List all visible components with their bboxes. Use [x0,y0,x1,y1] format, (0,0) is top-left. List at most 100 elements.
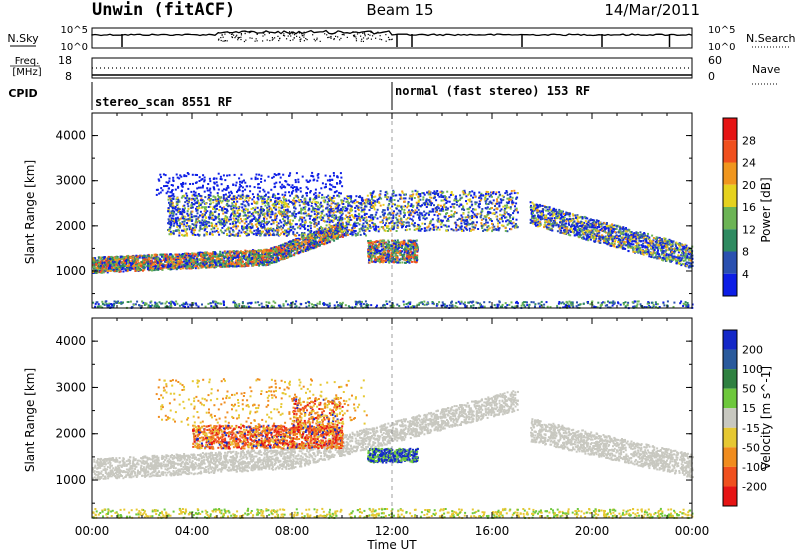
range-cell [283,198,285,201]
range-cell [214,198,217,201]
range-cell [129,256,132,259]
range-cell [294,234,296,237]
range-cell [285,255,288,258]
range-cell [281,211,283,214]
range-cell [210,260,213,263]
range-cell [332,201,335,204]
range-cell [169,265,172,268]
range-cell [107,265,110,268]
cpid-row: CPID stereo_scan 8551 RF normal (fast st… [8,82,590,110]
range-cell [217,200,220,203]
range-cell [276,202,279,205]
range-cell [235,217,238,220]
range-cell [287,252,290,255]
range-cell [373,216,376,219]
range-cell [115,265,117,268]
range-cell [283,211,286,214]
range-cell [229,262,232,265]
range-cell [247,204,250,207]
range-cell [327,216,330,219]
range-cell [214,251,217,254]
range-cell [356,234,359,236]
range-cell [215,260,218,263]
range-cell [260,208,263,211]
range-cell [137,262,140,265]
range-cell [301,218,304,221]
range-cell [231,250,234,253]
range-cell [242,214,245,217]
range-cell [296,239,299,241]
range-cell [287,244,290,247]
range-cell [267,196,270,199]
range-cell [226,250,229,253]
range-cell [435,191,438,194]
range-cell [296,231,299,234]
range-cell [135,257,138,260]
range-cell [256,260,259,263]
range-cell [165,261,168,264]
range-cell [257,230,260,233]
range-cell [170,217,173,220]
date-title: 14/Mar/2011 [604,1,700,19]
range-cell [231,259,234,262]
range-cell [424,222,426,225]
range-cell [277,229,280,232]
range-cell [248,215,251,218]
range-cell [119,270,122,273]
range-cell [170,263,172,266]
range-cell [255,225,258,228]
range-cell [427,212,430,215]
noise-dot [290,35,292,37]
range-cell [214,261,217,264]
range-cell [486,206,489,209]
range-cell [313,222,316,225]
range-cell [464,192,467,195]
range-cell [416,206,419,209]
range-cell [469,206,472,209]
range-cell [336,210,339,213]
range-cell [127,261,130,264]
range-cell [220,222,223,224]
range-cell [242,251,244,254]
range-cell [461,196,464,199]
noise-dot [261,40,264,42]
range-cell [260,205,263,208]
range-cell [271,261,274,264]
range-cell [202,200,205,203]
range-cell [212,265,215,268]
range-cell [228,234,231,237]
range-cell [252,262,255,265]
range-cell [98,264,101,267]
range-cell [413,228,416,231]
range-cell [232,222,234,225]
range-cell [263,221,266,224]
range-cell [261,254,264,257]
range-cell [252,261,255,264]
range-cell [220,254,223,257]
range-cell [273,253,276,256]
range-cell [516,192,519,195]
range-cell [179,265,182,268]
noise-dot [313,38,315,40]
range-cell [274,261,277,264]
range-cell [313,243,316,246]
range-cell [194,267,197,270]
range-cell [251,256,254,259]
range-cell [263,220,266,223]
range-cell [187,205,190,208]
range-cell [205,253,208,256]
range-cell [237,194,240,197]
range-cell [223,219,225,222]
range-cell [309,236,312,239]
range-cell [343,234,346,237]
range-cell [469,218,472,221]
range-cell [462,229,465,232]
range-cell [310,232,313,235]
range-cell [107,262,110,265]
range-cell [130,267,133,270]
range-cell [227,226,230,229]
range-cell [257,249,260,252]
range-cell [292,212,295,215]
range-cell [205,206,208,209]
range-cell [286,242,289,245]
